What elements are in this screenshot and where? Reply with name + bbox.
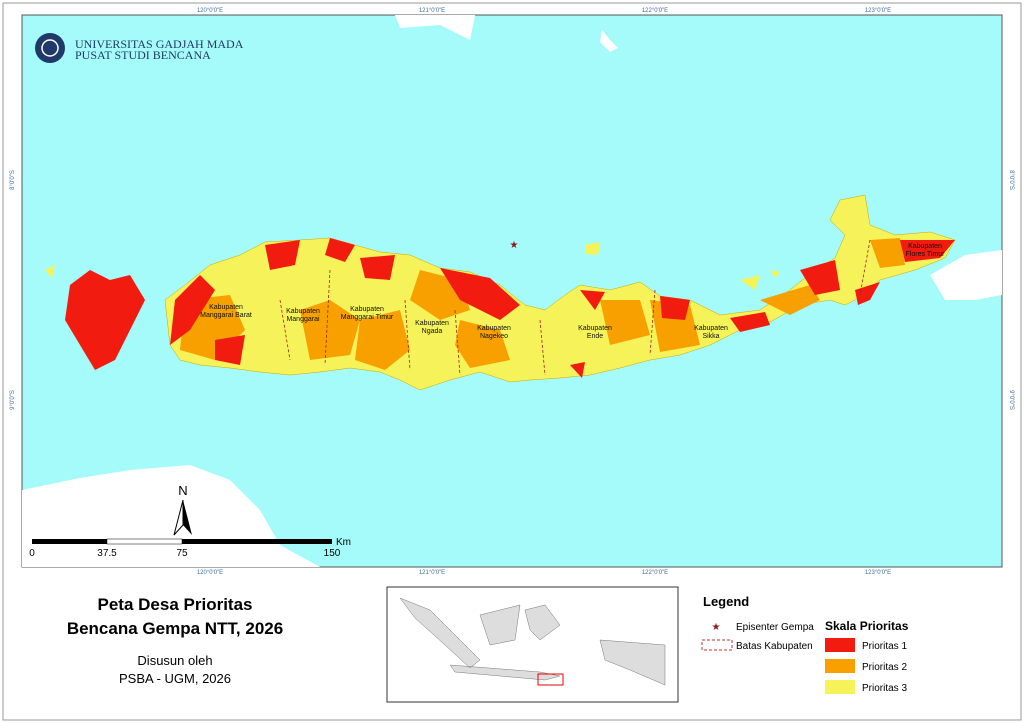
district-label: Sikka <box>702 333 719 340</box>
priority-2-areas <box>180 238 905 370</box>
district-label: Nagekeo <box>480 333 508 340</box>
district-label: Kabupaten <box>908 243 942 250</box>
district-label: Ngada <box>422 328 443 335</box>
latitude-label: 9°0'0"S <box>10 390 16 410</box>
district-label: Kabupaten <box>350 306 384 313</box>
inset-extent <box>537 673 564 686</box>
logo-ring <box>41 39 59 57</box>
district-label: Kabupaten <box>415 320 449 327</box>
district-label: Kabupaten <box>209 304 243 311</box>
latitude-label: 9°0'0"S <box>1008 390 1014 410</box>
legend-label: Prioritas 3 <box>862 683 907 694</box>
legend-label: Prioritas 2 <box>862 662 907 673</box>
scale-unit: Km <box>336 537 351 548</box>
university-name: UNIVERSITAS GADJAH MADA <box>75 37 244 51</box>
legend-swatch <box>825 680 855 694</box>
epicenter: ★ <box>510 240 519 251</box>
district-label: Kabupaten <box>477 325 511 332</box>
latitude-label: 8°0'0"S <box>10 170 16 190</box>
legend-label: Episenter Gempa <box>736 622 814 633</box>
longitude-label: 123°0'0"E <box>865 8 891 14</box>
island <box>600 30 618 52</box>
legend-boundary-symbol <box>701 639 733 651</box>
scale-label: 37.5 <box>97 548 117 559</box>
legend-label: Batas Kabupaten <box>736 641 813 652</box>
longitude-label: 120°0'0"E <box>197 8 223 14</box>
district-label: Manggarai <box>286 316 320 323</box>
priority-1-areas <box>65 238 955 378</box>
legend-classes: Prioritas 1 Prioritas 2 Prioritas 3 <box>825 638 907 694</box>
title: Bencana Gempa NTT, 2026 <box>67 619 283 638</box>
north-arrow-fill <box>183 500 192 535</box>
scale-bar <box>32 539 107 544</box>
longitude-label: 121°0'0"E <box>419 570 445 576</box>
district-label: Kabupaten <box>286 308 320 315</box>
district-label: Flores Timur <box>906 251 946 258</box>
land-east <box>930 250 1002 300</box>
district-label: Kabupaten <box>694 325 728 332</box>
longitude-label: 120°0'0"E <box>197 570 223 576</box>
inset-land <box>399 597 666 686</box>
legend-subtitle: Skala Prioritas <box>825 619 909 633</box>
district-boundaries <box>279 239 871 376</box>
logo <box>35 33 65 63</box>
legend-title: Legend <box>703 594 749 609</box>
longitude-label: 122°0'0"E <box>642 570 668 576</box>
longitude-label: 123°0'0"E <box>865 570 891 576</box>
legend-epicenter-symbol: ★ <box>712 622 721 633</box>
scale-label: 0 <box>29 548 35 559</box>
legend-swatch <box>825 659 855 673</box>
scale-label: 75 <box>176 548 188 559</box>
title: Peta Desa Prioritas <box>98 595 253 614</box>
district-label: Manggarai Barat <box>200 312 252 319</box>
legend-label: Prioritas 1 <box>862 641 907 652</box>
scale-label: 150 <box>324 548 341 559</box>
credit: PSBA - UGM, 2026 <box>119 671 231 686</box>
credit: Disusun oleh <box>137 653 212 668</box>
land-north <box>395 15 475 40</box>
north-label: N <box>178 483 187 498</box>
district-label: Ende <box>587 333 603 340</box>
longitude-label: 121°0'0"E <box>419 8 445 14</box>
center-name: PUSAT STUDI BENCANA <box>75 48 211 62</box>
graticule-labels: 120°0'0"E 120°0'0"E 121°0'0"E 121°0'0"E 122°… <box>10 8 1014 576</box>
scale-bar <box>182 539 332 544</box>
district-label: Manggarai Timur <box>341 314 394 321</box>
legend-swatch <box>825 638 855 652</box>
latitude-label: 8°0'0"S <box>1008 170 1014 190</box>
district-label: Kabupaten <box>578 325 612 332</box>
scale-bar <box>106 538 183 545</box>
longitude-label: 122°0'0"E <box>642 8 668 14</box>
